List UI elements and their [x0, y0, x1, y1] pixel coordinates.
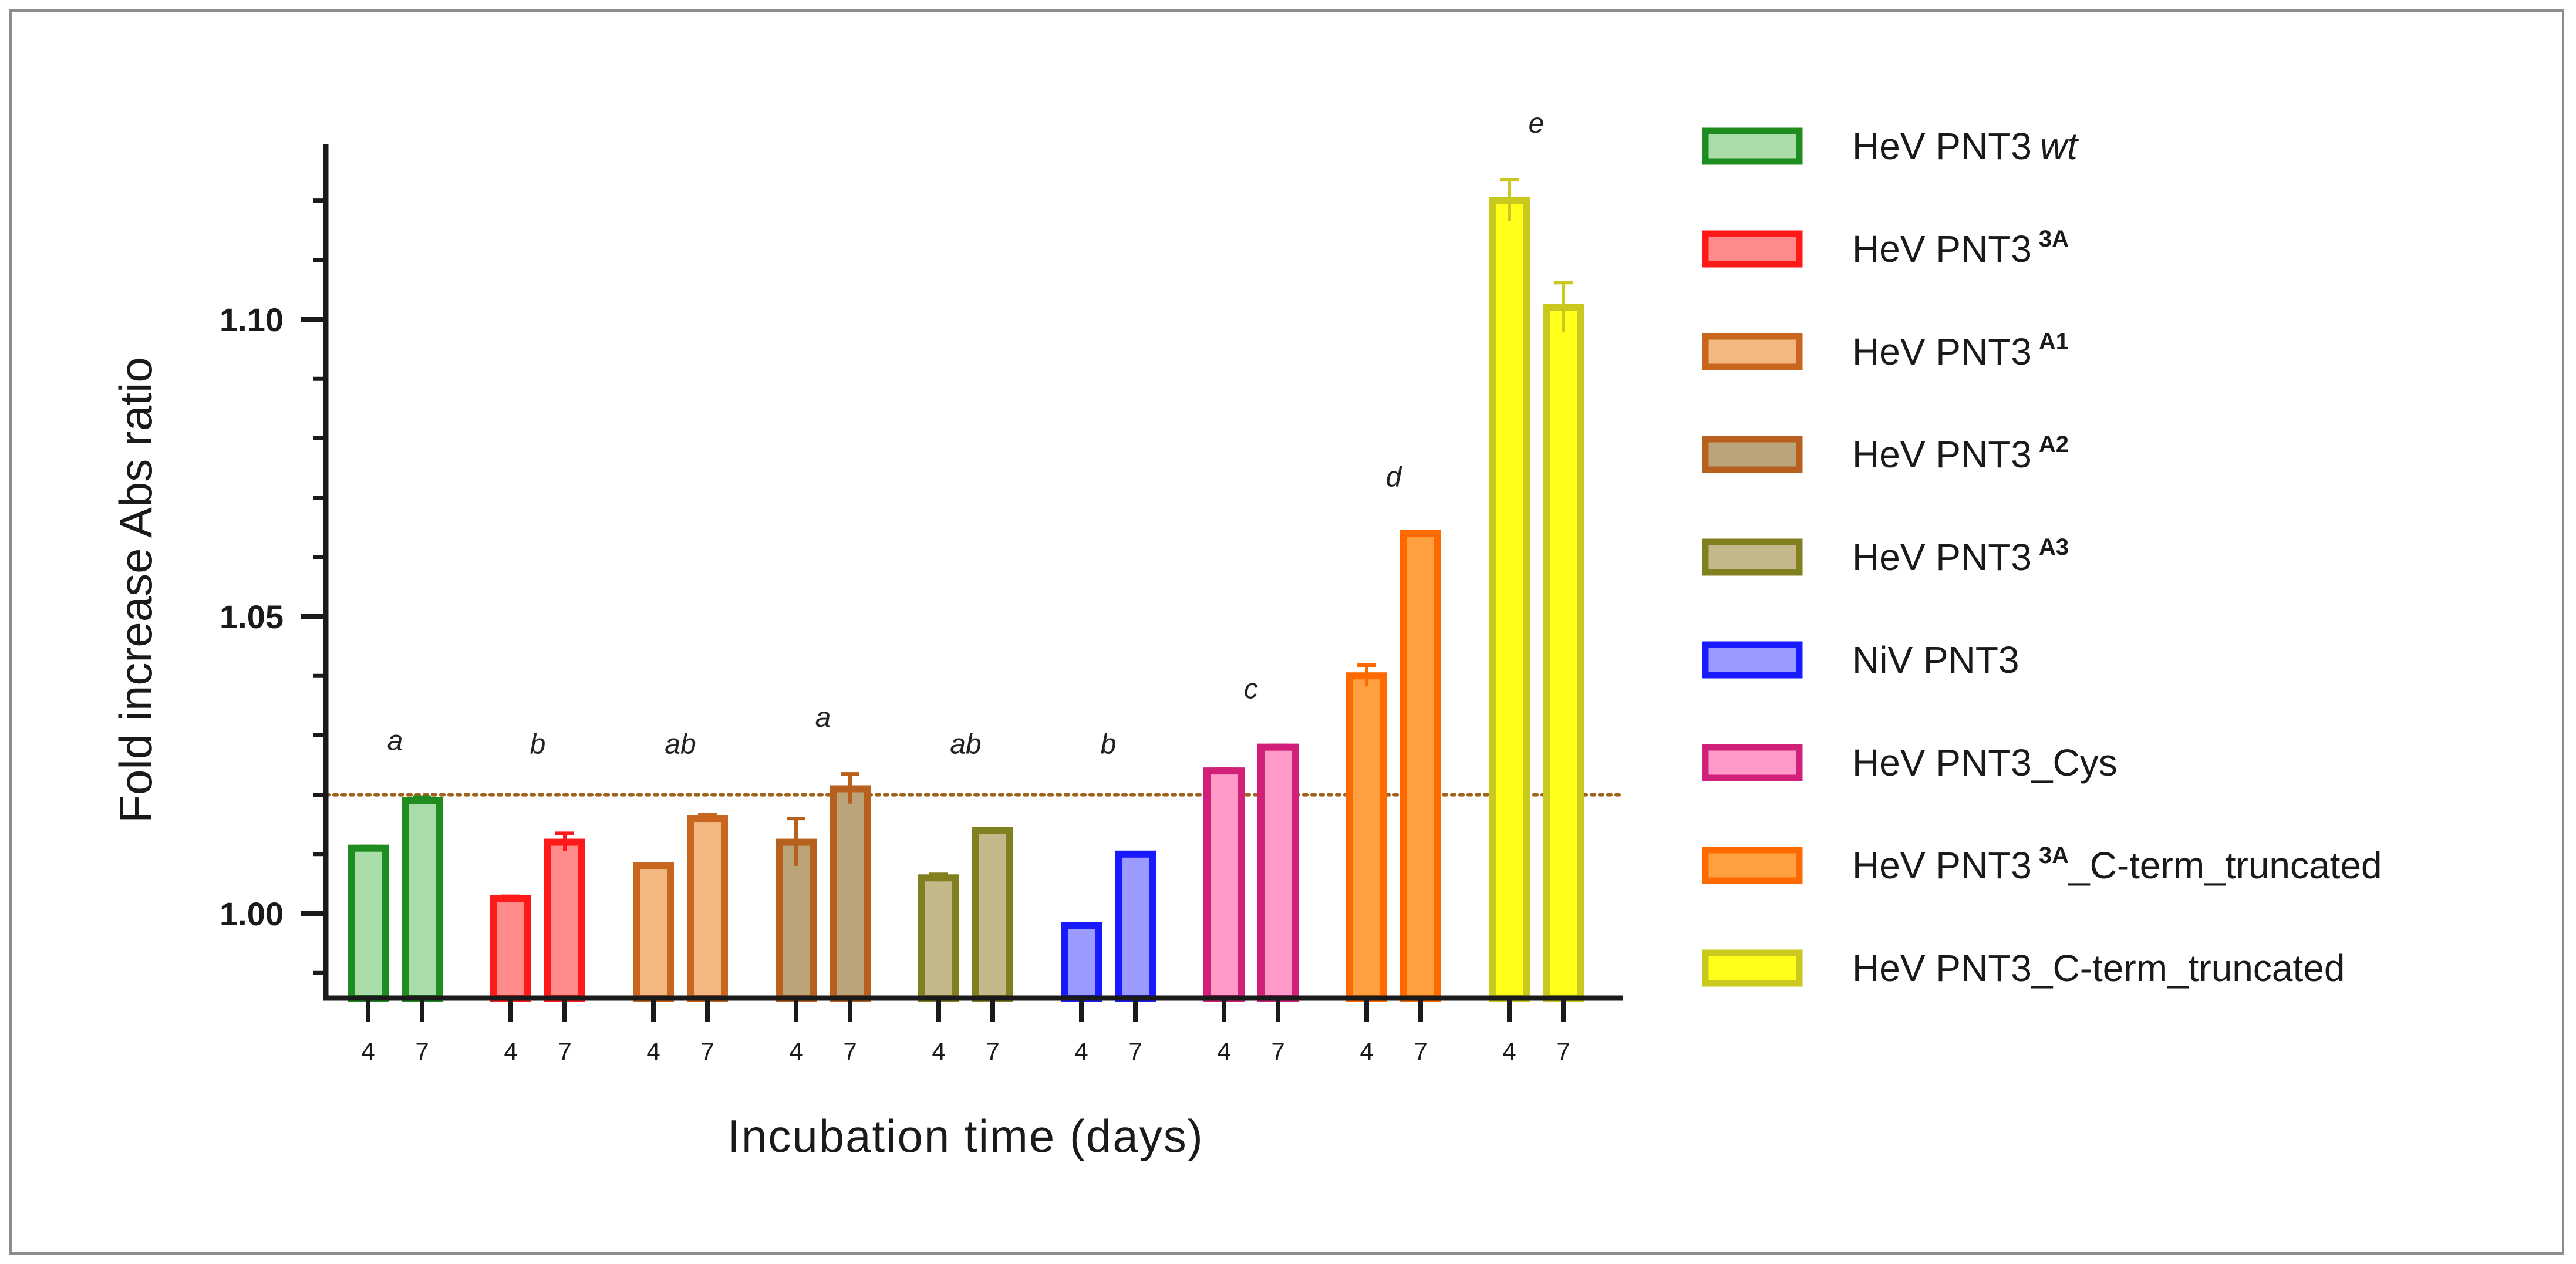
x-tick-label: 4	[1502, 1037, 1516, 1065]
significance-letter: ab	[665, 729, 696, 760]
x-tick-label: 4	[504, 1037, 517, 1065]
bar	[1489, 197, 1530, 1002]
x-tick-label: 7	[843, 1037, 857, 1065]
x-tick-label: 7	[1556, 1037, 1570, 1065]
legend-item: HeV PNT3_C-term_truncated	[1702, 947, 2345, 989]
x-tick-label: 4	[1217, 1037, 1230, 1065]
legend-item: HeV PNT3 3A	[1702, 226, 2069, 270]
legend-label: NiV PNT3	[1852, 639, 2019, 681]
x-tick-label: 4	[646, 1037, 660, 1065]
figure-frame	[9, 9, 2564, 1255]
legend-swatch	[1702, 641, 1803, 679]
legend-swatch	[1702, 436, 1803, 473]
bar	[633, 862, 674, 1002]
x-tick-label: 7	[415, 1037, 429, 1065]
bar	[1400, 530, 1441, 1002]
legend-swatch	[1702, 230, 1803, 268]
bar	[1115, 850, 1156, 1002]
legend-swatch	[1702, 744, 1803, 781]
x-tick-label: 7	[700, 1037, 714, 1065]
significance-letter: c	[1244, 674, 1258, 705]
x-tick-label: 7	[1271, 1037, 1284, 1065]
y-tick-label: 1.00	[220, 895, 284, 932]
legend-label: HeV PNT3 3A_C-term_truncated	[1852, 842, 2382, 887]
x-tick-label: 4	[361, 1037, 375, 1065]
bar	[1346, 672, 1387, 1002]
significance-letter: b	[1101, 729, 1117, 760]
legend-item: NiV PNT3	[1702, 639, 2019, 681]
x-tick-label: 4	[932, 1037, 945, 1065]
legend-swatch	[1702, 127, 1803, 165]
significance-letter: d	[1386, 461, 1402, 493]
bar	[1203, 767, 1245, 1002]
bar	[972, 827, 1013, 1002]
significance-letter: ab	[950, 729, 981, 760]
y-tick-label: 1.10	[220, 301, 284, 338]
x-axis-title: Incubation time (days)	[727, 1110, 1203, 1162]
legend-label: HeV PNT3 A2	[1852, 432, 2069, 476]
bar	[348, 844, 389, 1002]
x-tick-label: 7	[1414, 1037, 1427, 1065]
legend: HeV PNT3 wt HeV PNT3 3A HeV PNT3 A1 HeV PNT3 A2…	[1702, 125, 2382, 989]
significance-letter: a	[387, 726, 403, 757]
legend-label: HeV PNT3 wt	[1852, 125, 2079, 167]
bar	[830, 785, 871, 1002]
legend-swatch	[1702, 847, 1803, 884]
axes-layer: 4 7 4 7 4 7 4 7 4 7 4 7 4 7 4 7 4 7 1.00 1.05 1.10	[220, 144, 1623, 1065]
legend-label: HeV PNT3 A1	[1852, 329, 2069, 373]
bar	[918, 874, 959, 1002]
x-tick-label: 4	[1074, 1037, 1088, 1065]
y-tick-label: 1.05	[220, 598, 284, 635]
legend-item: HeV PNT3 A3	[1702, 534, 2069, 578]
legend-item: HeV PNT3 A1	[1702, 329, 2069, 373]
x-tick-label: 7	[986, 1037, 999, 1065]
bar	[1257, 743, 1299, 1002]
legend-swatch	[1702, 949, 1803, 987]
legend-label: HeV PNT3_Cys	[1852, 741, 2118, 784]
significance-letter: b	[530, 729, 546, 760]
y-axis-title: Fold increase Abs ratio	[110, 357, 161, 823]
legend-label: HeV PNT3 A3	[1852, 534, 2069, 578]
x-tick-label: 7	[558, 1037, 571, 1065]
legend-item: HeV PNT3 A2	[1702, 432, 2069, 476]
legend-item: HeV PNT3_Cys	[1702, 741, 2118, 784]
x-tick-label: 4	[789, 1037, 803, 1065]
significance-letter: e	[1529, 108, 1545, 139]
bar	[402, 797, 443, 1002]
legend-item: HeV PNT3 3A_C-term_truncated	[1702, 842, 2382, 887]
bar	[1061, 922, 1102, 1002]
bar	[544, 838, 585, 1002]
legend-swatch	[1702, 538, 1803, 576]
bar	[490, 895, 531, 1002]
x-tick-label: 7	[1128, 1037, 1142, 1065]
significance-letter: a	[815, 702, 831, 733]
legend-label: HeV PNT3 3A	[1852, 226, 2069, 270]
legend-swatch	[1702, 333, 1803, 370]
bar	[687, 815, 728, 1002]
legend-item: HeV PNT3 wt	[1702, 125, 2079, 167]
x-tick-label: 4	[1360, 1037, 1373, 1065]
bar	[1543, 304, 1584, 1002]
legend-label: HeV PNT3_C-term_truncated	[1852, 947, 2345, 989]
